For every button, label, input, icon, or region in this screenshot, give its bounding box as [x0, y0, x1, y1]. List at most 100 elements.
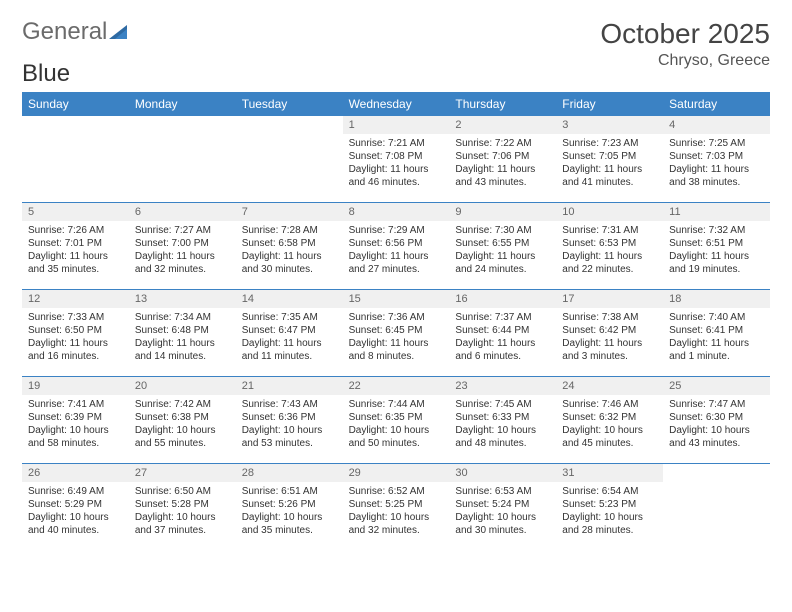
day-number: 6	[129, 203, 236, 221]
sunset-text: Sunset: 6:48 PM	[135, 324, 230, 337]
sunset-text: Sunset: 7:00 PM	[135, 237, 230, 250]
day-body: Sunrise: 7:37 AMSunset: 6:44 PMDaylight:…	[449, 308, 556, 369]
day-body: Sunrise: 6:51 AMSunset: 5:26 PMDaylight:…	[236, 482, 343, 543]
day-cell: 12Sunrise: 7:33 AMSunset: 6:50 PMDayligh…	[22, 290, 129, 376]
logo-text-general: General	[22, 18, 107, 46]
day-cell: 19Sunrise: 7:41 AMSunset: 6:39 PMDayligh…	[22, 377, 129, 463]
day-number: 2	[449, 116, 556, 134]
day-body: Sunrise: 7:32 AMSunset: 6:51 PMDaylight:…	[663, 221, 770, 282]
day-cell: 22Sunrise: 7:44 AMSunset: 6:35 PMDayligh…	[343, 377, 450, 463]
day-body: Sunrise: 7:28 AMSunset: 6:58 PMDaylight:…	[236, 221, 343, 282]
day-cell: 8Sunrise: 7:29 AMSunset: 6:56 PMDaylight…	[343, 203, 450, 289]
day-number: 12	[22, 290, 129, 308]
day-body: Sunrise: 7:38 AMSunset: 6:42 PMDaylight:…	[556, 308, 663, 369]
sunset-text: Sunset: 7:01 PM	[28, 237, 123, 250]
day-cell	[22, 116, 129, 202]
sunrise-text: Sunrise: 7:21 AM	[349, 137, 444, 150]
daylight-text: Daylight: 11 hours and 24 minutes.	[455, 250, 550, 276]
daylight-text: Daylight: 11 hours and 27 minutes.	[349, 250, 444, 276]
daylight-text: Daylight: 10 hours and 30 minutes.	[455, 511, 550, 537]
day-number: 24	[556, 377, 663, 395]
day-cell	[663, 464, 770, 550]
sunrise-text: Sunrise: 7:40 AM	[669, 311, 764, 324]
week-row: 12Sunrise: 7:33 AMSunset: 6:50 PMDayligh…	[22, 289, 770, 376]
day-number: 5	[22, 203, 129, 221]
day-number: 10	[556, 203, 663, 221]
sunrise-text: Sunrise: 7:22 AM	[455, 137, 550, 150]
sunset-text: Sunset: 6:51 PM	[669, 237, 764, 250]
sunrise-text: Sunrise: 7:44 AM	[349, 398, 444, 411]
daylight-text: Daylight: 11 hours and 16 minutes.	[28, 337, 123, 363]
day-cell: 24Sunrise: 7:46 AMSunset: 6:32 PMDayligh…	[556, 377, 663, 463]
sunset-text: Sunset: 6:45 PM	[349, 324, 444, 337]
day-cell: 27Sunrise: 6:50 AMSunset: 5:28 PMDayligh…	[129, 464, 236, 550]
day-body: Sunrise: 7:40 AMSunset: 6:41 PMDaylight:…	[663, 308, 770, 369]
daylight-text: Daylight: 10 hours and 55 minutes.	[135, 424, 230, 450]
day-body: Sunrise: 6:49 AMSunset: 5:29 PMDaylight:…	[22, 482, 129, 543]
sunrise-text: Sunrise: 7:30 AM	[455, 224, 550, 237]
daylight-text: Daylight: 11 hours and 14 minutes.	[135, 337, 230, 363]
weekday-header: Monday	[129, 92, 236, 116]
day-cell: 2Sunrise: 7:22 AMSunset: 7:06 PMDaylight…	[449, 116, 556, 202]
day-number: 23	[449, 377, 556, 395]
sunrise-text: Sunrise: 7:45 AM	[455, 398, 550, 411]
sunrise-text: Sunrise: 7:47 AM	[669, 398, 764, 411]
daylight-text: Daylight: 11 hours and 38 minutes.	[669, 163, 764, 189]
day-number: 20	[129, 377, 236, 395]
day-body: Sunrise: 7:33 AMSunset: 6:50 PMDaylight:…	[22, 308, 129, 369]
day-number: 7	[236, 203, 343, 221]
day-number: 31	[556, 464, 663, 482]
sunset-text: Sunset: 7:03 PM	[669, 150, 764, 163]
weekday-header: Saturday	[663, 92, 770, 116]
day-body: Sunrise: 7:25 AMSunset: 7:03 PMDaylight:…	[663, 134, 770, 195]
day-cell	[236, 116, 343, 202]
daylight-text: Daylight: 11 hours and 22 minutes.	[562, 250, 657, 276]
sunset-text: Sunset: 7:05 PM	[562, 150, 657, 163]
sunset-text: Sunset: 6:39 PM	[28, 411, 123, 424]
month-title: October 2025	[600, 18, 770, 50]
day-cell: 10Sunrise: 7:31 AMSunset: 6:53 PMDayligh…	[556, 203, 663, 289]
day-body: Sunrise: 7:27 AMSunset: 7:00 PMDaylight:…	[129, 221, 236, 282]
day-cell: 16Sunrise: 7:37 AMSunset: 6:44 PMDayligh…	[449, 290, 556, 376]
sunrise-text: Sunrise: 7:38 AM	[562, 311, 657, 324]
sunset-text: Sunset: 6:36 PM	[242, 411, 337, 424]
day-cell: 6Sunrise: 7:27 AMSunset: 7:00 PMDaylight…	[129, 203, 236, 289]
day-body: Sunrise: 7:30 AMSunset: 6:55 PMDaylight:…	[449, 221, 556, 282]
daylight-text: Daylight: 10 hours and 45 minutes.	[562, 424, 657, 450]
calendar-page: General October 2025 Chryso, Greece Blue…	[0, 0, 792, 568]
day-body: Sunrise: 7:44 AMSunset: 6:35 PMDaylight:…	[343, 395, 450, 456]
sunrise-text: Sunrise: 7:37 AM	[455, 311, 550, 324]
day-body: Sunrise: 7:31 AMSunset: 6:53 PMDaylight:…	[556, 221, 663, 282]
weekday-header: Friday	[556, 92, 663, 116]
week-row: 26Sunrise: 6:49 AMSunset: 5:29 PMDayligh…	[22, 463, 770, 550]
daylight-text: Daylight: 11 hours and 11 minutes.	[242, 337, 337, 363]
daylight-text: Daylight: 10 hours and 28 minutes.	[562, 511, 657, 537]
daylight-text: Daylight: 10 hours and 37 minutes.	[135, 511, 230, 537]
sunset-text: Sunset: 6:42 PM	[562, 324, 657, 337]
sunrise-text: Sunrise: 7:31 AM	[562, 224, 657, 237]
day-cell: 18Sunrise: 7:40 AMSunset: 6:41 PMDayligh…	[663, 290, 770, 376]
sunset-text: Sunset: 6:44 PM	[455, 324, 550, 337]
daylight-text: Daylight: 10 hours and 50 minutes.	[349, 424, 444, 450]
day-cell: 17Sunrise: 7:38 AMSunset: 6:42 PMDayligh…	[556, 290, 663, 376]
weekday-header: Sunday	[22, 92, 129, 116]
day-body: Sunrise: 6:50 AMSunset: 5:28 PMDaylight:…	[129, 482, 236, 543]
sunrise-text: Sunrise: 7:25 AM	[669, 137, 764, 150]
day-body: Sunrise: 7:46 AMSunset: 6:32 PMDaylight:…	[556, 395, 663, 456]
daylight-text: Daylight: 10 hours and 48 minutes.	[455, 424, 550, 450]
sunset-text: Sunset: 5:23 PM	[562, 498, 657, 511]
day-cell: 21Sunrise: 7:43 AMSunset: 6:36 PMDayligh…	[236, 377, 343, 463]
sunrise-text: Sunrise: 6:54 AM	[562, 485, 657, 498]
sunset-text: Sunset: 6:53 PM	[562, 237, 657, 250]
logo-triangle-icon	[109, 23, 131, 41]
day-body: Sunrise: 7:22 AMSunset: 7:06 PMDaylight:…	[449, 134, 556, 195]
day-body: Sunrise: 7:29 AMSunset: 6:56 PMDaylight:…	[343, 221, 450, 282]
day-body: Sunrise: 7:35 AMSunset: 6:47 PMDaylight:…	[236, 308, 343, 369]
weeks-container: 1Sunrise: 7:21 AMSunset: 7:08 PMDaylight…	[22, 116, 770, 550]
calendar-grid: SundayMondayTuesdayWednesdayThursdayFrid…	[22, 92, 770, 550]
day-body: Sunrise: 6:54 AMSunset: 5:23 PMDaylight:…	[556, 482, 663, 543]
day-number: 18	[663, 290, 770, 308]
day-cell: 20Sunrise: 7:42 AMSunset: 6:38 PMDayligh…	[129, 377, 236, 463]
day-body: Sunrise: 7:21 AMSunset: 7:08 PMDaylight:…	[343, 134, 450, 195]
sunrise-text: Sunrise: 7:32 AM	[669, 224, 764, 237]
